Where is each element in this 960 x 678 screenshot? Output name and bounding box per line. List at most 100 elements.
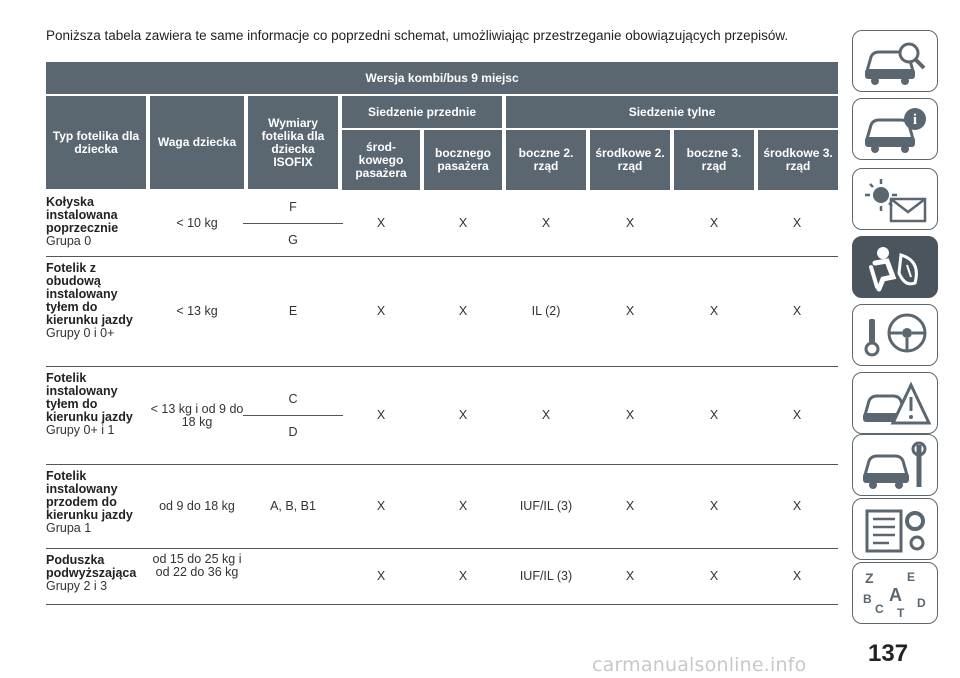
seat-cell: X <box>422 464 504 549</box>
seat-type-name: Fotelik instalowany przodem do kierunku … <box>46 469 133 522</box>
seat-cell: X <box>756 464 839 549</box>
svg-text:E: E <box>907 570 915 584</box>
seat-cell: X <box>588 190 672 257</box>
header-isofix: Wymiary fotelika dla dziecka ISOFIX <box>244 95 340 191</box>
weight-cell: od 9 do 18 kg <box>148 464 246 549</box>
car-breakdown-icon <box>863 381 931 425</box>
header-weight: Waga dziecka <box>146 95 246 191</box>
isofix-cell <box>246 548 340 605</box>
header-rear-seat: Siedzenie tylne <box>501 95 839 130</box>
seat-cell: X <box>422 548 504 605</box>
svg-text:D: D <box>917 596 926 610</box>
technical-data-icon <box>865 509 925 553</box>
seat-type-cell: Fotelik instalowany tyłem do kierunku ja… <box>46 366 148 465</box>
seat-type-cell: Fotelik instalowany przodem do kierunku … <box>46 464 148 549</box>
weight-cell: od 15 do 25 kg i od 22 do 36 kg <box>148 548 246 605</box>
table-row: Poduszka podwyższająca Grupy 2 i 3 od 15… <box>46 548 839 605</box>
seat-cell: IUF/IL (3) <box>504 464 588 549</box>
seat-cell: X <box>588 256 672 367</box>
seat-cell: X <box>504 190 588 257</box>
seat-cell: X <box>340 366 422 465</box>
chapter-tab-warning-lights[interactable] <box>852 168 938 230</box>
seat-type-group: Grupy 0+ i 1 <box>46 423 115 437</box>
isofix-size: G <box>288 232 298 247</box>
seat-type-name: Fotelik z obudową instalowany tyłem do k… <box>46 261 133 327</box>
car-service-icon <box>863 441 927 489</box>
table-title: Wersja kombi/bus 9 miejsc <box>46 62 839 96</box>
seat-cell: X <box>756 190 839 257</box>
intro-text: Poniższa tabela zawiera te same informac… <box>46 28 789 43</box>
svg-text:C: C <box>875 602 884 616</box>
airbag-seat-icon <box>869 247 918 292</box>
alphabet-index-icon: Z E B A D C T <box>863 570 926 619</box>
seat-cell: X <box>340 464 422 549</box>
child-seat-table: Wersja kombi/bus 9 miejsc Typ fotelika d… <box>46 62 839 605</box>
chapter-tab-car-service[interactable] <box>852 434 938 496</box>
header-type: Typ fotelika dla dziecka <box>46 95 148 191</box>
seat-cell: X <box>422 256 504 367</box>
seat-cell: X <box>340 256 422 367</box>
isofix-divider <box>243 415 343 416</box>
seat-type-group: Grupy 0 i 0+ <box>46 326 115 340</box>
header-seat-row2-middle: środkowe 2. rząd <box>586 129 672 190</box>
seat-cell: X <box>672 548 756 605</box>
chapter-tab-steering-key[interactable] <box>852 304 938 366</box>
table-row: Fotelik z obudową instalowany tyłem do k… <box>46 256 839 367</box>
seat-type-name: Fotelik instalowany tyłem do kierunku ja… <box>46 371 133 424</box>
chapter-tab-technical-data[interactable] <box>852 498 938 560</box>
seat-type-group: Grupa 0 <box>46 234 92 248</box>
seat-cell: X <box>504 366 588 465</box>
page-number: 137 <box>868 640 909 667</box>
header-front-seat: Siedzenie przednie <box>338 95 504 130</box>
table-row: Fotelik instalowany tyłem do kierunku ja… <box>46 366 839 465</box>
header-seat-front-middle: środ-kowego pasażera <box>338 129 422 190</box>
seat-cell: IUF/IL (3) <box>504 548 588 605</box>
svg-text:A: A <box>889 585 902 605</box>
weight-cell: < 13 kg i od 9 do 18 kg <box>148 366 246 465</box>
table-row: Fotelik instalowany przodem do kierunku … <box>46 464 839 549</box>
weight-cell: < 10 kg <box>148 190 246 257</box>
car-search-icon <box>865 42 926 85</box>
isofix-cell: F G <box>243 190 343 257</box>
svg-text:T: T <box>897 606 905 619</box>
seat-cell: IL (2) <box>504 256 588 367</box>
header-seat-row2-side: boczne 2. rząd <box>502 129 588 190</box>
seat-cell: X <box>422 366 504 465</box>
seat-cell: X <box>422 190 504 257</box>
chapter-tab-airbag-seat[interactable] <box>852 236 938 298</box>
seat-cell: X <box>756 548 839 605</box>
seat-type-cell: Poduszka podwyższająca Grupy 2 i 3 <box>46 548 148 605</box>
isofix-divider <box>243 223 343 224</box>
seat-type-name: Poduszka podwyższająca <box>46 553 137 580</box>
svg-text:Z: Z <box>865 570 874 586</box>
seat-type-name: Kołyska instalowana poprzecznie <box>46 195 119 235</box>
isofix-cell: E <box>246 256 340 367</box>
seat-cell: X <box>588 366 672 465</box>
svg-text:B: B <box>863 592 872 606</box>
seat-cell: X <box>588 548 672 605</box>
seat-cell: X <box>672 256 756 367</box>
seat-cell: X <box>672 190 756 257</box>
seat-cell: X <box>756 256 839 367</box>
seat-type-group: Grupa 1 <box>46 521 92 535</box>
isofix-size: F <box>289 199 297 214</box>
warning-lights-icon <box>865 179 927 223</box>
seat-cell: X <box>672 464 756 549</box>
seat-type-group: Grupy 2 i 3 <box>46 579 108 593</box>
header-seat-front-side: bocznego pasażera <box>420 129 504 190</box>
seat-type-cell: Fotelik z obudową instalowany tyłem do k… <box>46 256 148 367</box>
chapter-tab-car-breakdown[interactable] <box>852 372 938 434</box>
seat-cell: X <box>588 464 672 549</box>
header-seat-row3-middle: środkowe 3. rząd <box>753 129 839 190</box>
seat-cell: X <box>340 548 422 605</box>
steering-key-icon <box>864 313 927 357</box>
isofix-cell: C D <box>243 366 343 465</box>
svg-text:i: i <box>913 112 917 128</box>
isofix-size: C <box>288 391 298 406</box>
chapter-tab-car-info[interactable]: i <box>852 98 938 160</box>
chapter-tab-car-search[interactable] <box>852 30 938 92</box>
chapter-tab-alphabet-index[interactable]: Z E B A D C T <box>852 562 938 624</box>
seat-cell: X <box>756 366 839 465</box>
table-row: Kołyska instalowana poprzecznie Grupa 0 … <box>46 190 839 257</box>
seat-cell: X <box>340 190 422 257</box>
